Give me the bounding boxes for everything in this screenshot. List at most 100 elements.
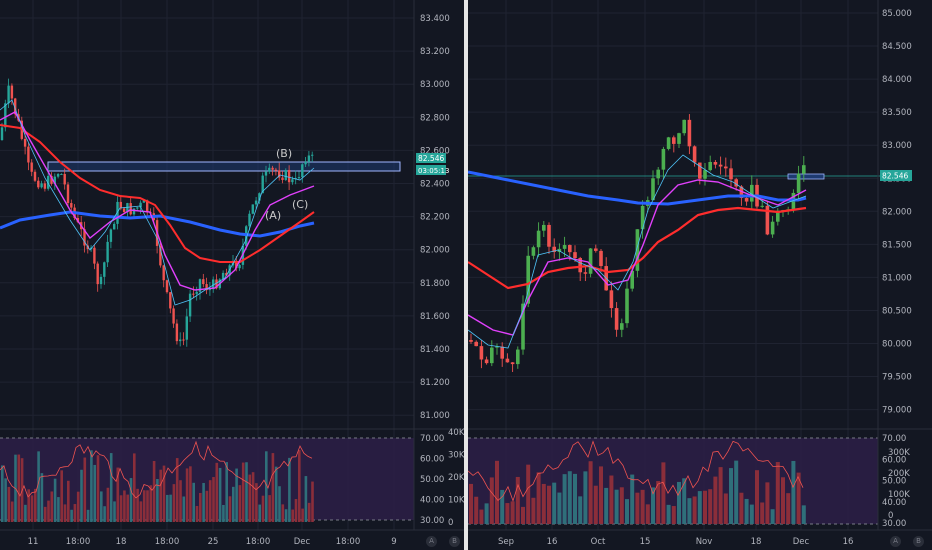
left-volume-bar (274, 466, 278, 522)
left-volume-bar (34, 488, 37, 522)
right-candle-body (750, 184, 754, 202)
left-candle-body (228, 265, 231, 276)
right-volume-bar (531, 497, 536, 524)
left-candle-body (113, 223, 116, 230)
right-candle-body (729, 168, 733, 180)
left-volume-bar (179, 480, 182, 522)
right-candle-body (708, 161, 712, 171)
left-volume-bar (1, 465, 4, 522)
left-price-label: 83.000 (420, 80, 450, 90)
left-candle-body (311, 154, 314, 156)
left-volume-bar (103, 506, 106, 522)
right-candle-body (625, 288, 629, 324)
left-candle-body (10, 85, 14, 99)
left-rsi-label: 70.00 (420, 434, 444, 444)
left-volume-bar (304, 476, 308, 522)
left-candle-body (83, 229, 86, 246)
left-volume-bar (93, 464, 96, 522)
right-candle-body (760, 205, 764, 207)
right-chart-canvas[interactable]: 85.00084.50084.00083.50083.00082.50082.0… (468, 0, 932, 550)
left-volume-bar (255, 483, 258, 522)
left-chart-pane[interactable]: 83.400 83.200 83.000 82.800 82.600 82.400 82.2… (0, 0, 464, 550)
left-volume-bar (123, 490, 126, 522)
right-candle-body (479, 346, 484, 360)
left-candle-body (146, 200, 149, 213)
left-candle-body (248, 213, 251, 227)
right-volume-bar (614, 489, 619, 524)
right-volume-bar (562, 474, 567, 524)
right-volume-label: 0 (888, 511, 893, 521)
left-price-label: 81.400 (420, 345, 450, 355)
left-indicator-panel: 40K 30K 20K 10K 0 70.00 60.00 50.00 40.00 30.00 (0, 428, 464, 530)
left-volume-bar (50, 491, 54, 522)
right-volume-bar (521, 506, 525, 524)
right-candle-body (542, 224, 546, 231)
left-volume-bar (63, 504, 67, 522)
left-candle-body (202, 279, 205, 285)
right-candle-body (661, 148, 666, 170)
wave-label-b: (B) (276, 147, 292, 160)
left-volume-bar (60, 470, 63, 522)
right-volume-bar (536, 472, 541, 524)
left-candle-body (119, 201, 122, 209)
right-candle-body (692, 146, 697, 163)
right-volume-bar (547, 485, 551, 524)
right-rsi-label: 40.00 (882, 498, 906, 508)
left-price-label: 83.200 (420, 47, 450, 57)
left-candle-body (66, 184, 70, 204)
left-volume-bar (307, 502, 311, 522)
right-candle-body (490, 347, 494, 364)
left-volume-label: 40K (448, 428, 464, 438)
right-candle-body (656, 169, 660, 179)
right-price-label: 79.500 (882, 373, 912, 383)
left-volume-bar (53, 478, 57, 522)
right-volume-bar (687, 498, 692, 524)
right-log-scale-button[interactable]: B (913, 536, 924, 547)
left-volume-bar (182, 496, 186, 522)
right-candle-body (568, 245, 572, 253)
left-volume-bar (113, 501, 116, 522)
right-volume-bar (619, 487, 624, 524)
wave-label-c: (C) (292, 198, 308, 211)
right-candle-body (609, 290, 614, 309)
left-candle-body (175, 323, 179, 342)
left-volume-bar (271, 453, 275, 522)
right-volume-bar (567, 471, 572, 524)
right-candle-body (713, 161, 718, 165)
left-auto-scale-button[interactable]: A (426, 536, 437, 547)
left-rsi-label: 40.00 (420, 496, 444, 506)
left-candle-body (23, 138, 27, 147)
left-volume-bar (57, 497, 60, 522)
right-volume-bar (599, 466, 603, 524)
left-price-label: 83.400 (420, 14, 450, 24)
right-auto-scale-button[interactable]: A (890, 536, 901, 547)
right-candle-body (744, 198, 749, 202)
right-volume-bar (718, 467, 723, 524)
right-volume-bar (625, 499, 629, 524)
left-chart-canvas[interactable]: 83.400 83.200 83.000 82.800 82.600 82.400 82.2… (0, 0, 464, 550)
right-candle-body (802, 165, 806, 174)
left-volume-bar (142, 490, 146, 522)
left-volume-bar (284, 509, 288, 522)
right-volume-bar (645, 504, 650, 524)
right-volume-bar (469, 483, 473, 524)
right-candle-body (687, 119, 692, 147)
right-chart-pane[interactable]: 85.00084.50084.00083.50083.00082.50082.0… (468, 0, 932, 550)
left-candle-body (208, 289, 212, 291)
right-candle-body (552, 246, 556, 252)
left-candle-body (188, 293, 192, 317)
right-volume-bar (708, 489, 713, 524)
left-log-scale-button[interactable]: B (449, 536, 460, 547)
left-volume-bar (258, 504, 261, 522)
right-volume-bar (749, 504, 754, 524)
right-candle-body (495, 346, 499, 348)
pane-divider[interactable] (464, 0, 468, 550)
left-volume-bar (238, 485, 242, 522)
left-volume-bar (67, 480, 70, 522)
left-volume-bar (212, 477, 215, 522)
right-volume-bar (495, 460, 499, 524)
right-candle-body (469, 340, 473, 342)
left-candle-body (37, 180, 40, 188)
left-candle-body (297, 177, 301, 179)
left-volume-bar (281, 504, 285, 522)
